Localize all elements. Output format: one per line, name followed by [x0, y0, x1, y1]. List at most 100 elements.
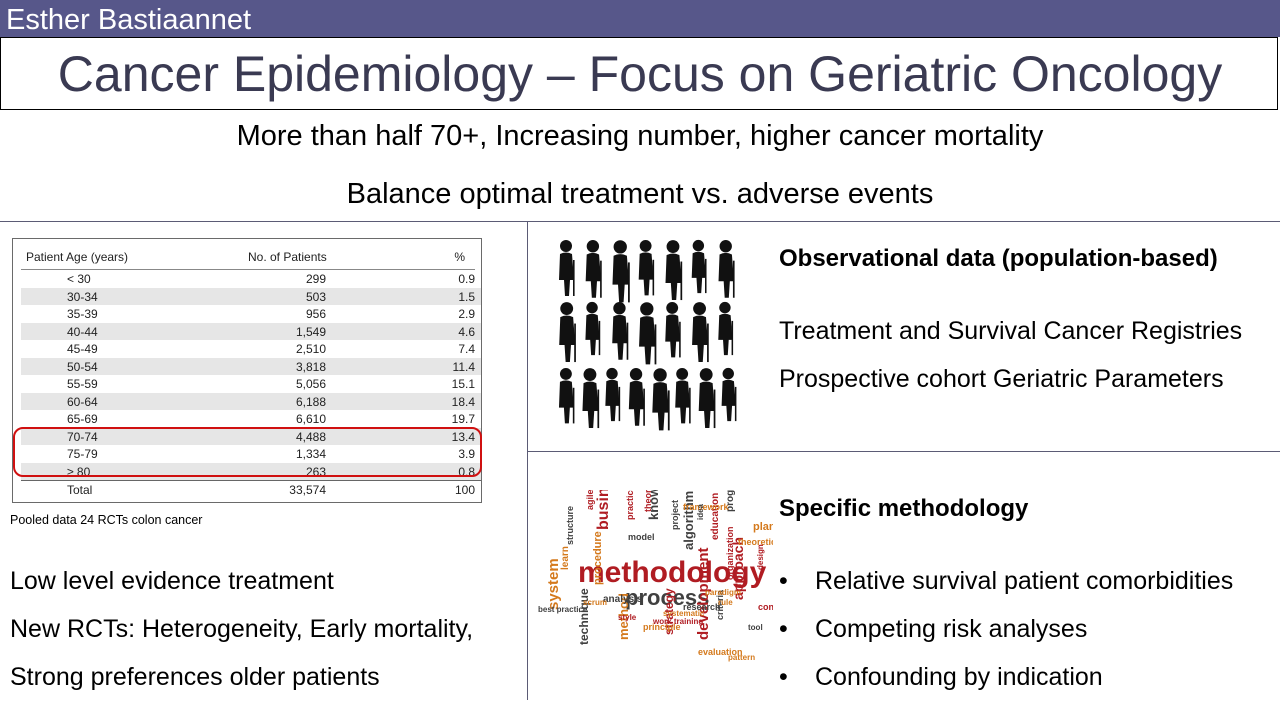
cloud-word: scrum — [583, 598, 607, 607]
author-name: Esther Bastiaannet — [6, 4, 252, 36]
left-text-2: New RCTs: Heterogeneity, Early mortality… — [10, 615, 474, 643]
silhouette-figure — [698, 368, 716, 429]
age-table: Patient Age (years) No. of Patients % < … — [12, 238, 482, 503]
table-cell-age: Total — [67, 483, 93, 497]
silhouette-figure — [559, 302, 576, 363]
bullet-3: Confounding by indication — [815, 663, 1103, 691]
table-cell-percent: 1.5 — [458, 289, 475, 304]
cloud-word: knowledge — [646, 490, 661, 520]
bullet-3-glyph: • — [779, 663, 788, 691]
silhouette-figure — [585, 301, 601, 356]
cloud-word: best practice — [538, 605, 588, 614]
table-row: 30-34 503 1.5 — [21, 287, 481, 305]
table-cell-patients: 3,818 — [295, 359, 326, 374]
subtitle-2: Balance optimal treatment vs. adverse ev… — [346, 178, 934, 210]
cloud-word: project — [670, 500, 680, 530]
table-cell-patients: 5,056 — [295, 377, 326, 391]
left-text-3: Strong preferences older patients — [10, 663, 380, 691]
silhouette-figure — [692, 302, 709, 363]
cloud-word: model — [628, 532, 655, 542]
silhouette-figure — [559, 240, 575, 296]
silhouette-figure — [605, 367, 621, 422]
silhouette-figure — [639, 302, 657, 365]
table-row: 70-74 4,488 13.4 — [21, 427, 481, 445]
table-caption: Pooled data 24 RCTs colon cancer — [10, 513, 203, 527]
table-cell-age: 35-39 — [67, 307, 98, 321]
cloud-word: system — [545, 558, 562, 610]
table-cell-percent: 19.7 — [451, 412, 475, 426]
silhouette-figure — [612, 240, 630, 303]
table-cell-patients: 503 — [305, 289, 326, 304]
table-cell-age: 55-59 — [67, 377, 98, 391]
silhouette-figure — [718, 301, 734, 356]
cloud-word: concept — [758, 602, 773, 612]
cloud-word: style — [618, 613, 637, 622]
table-cell-patients: 956 — [305, 307, 326, 321]
table-total-row: Total 33,574 100 — [21, 480, 481, 499]
right-divider — [528, 451, 1280, 452]
cloud-word: technique — [577, 588, 591, 645]
silhouette-figure — [612, 302, 629, 360]
cloud-word: education — [710, 493, 721, 540]
cloud-word: systematic — [663, 609, 705, 618]
cloud-word: business — [595, 490, 612, 530]
table-row: 65-69 6,610 19.7 — [21, 410, 481, 428]
table-cell-age: 60-64 — [67, 394, 98, 409]
cloud-word: development — [695, 547, 712, 640]
silhouette-figure — [665, 240, 683, 301]
silhouette-figure — [675, 367, 691, 424]
table-row: 35-39 956 2.9 — [21, 305, 481, 323]
silhouette-figure — [558, 367, 575, 424]
table-cell-age: 30-34 — [67, 289, 98, 304]
cloud-word: method — [616, 593, 631, 640]
table-row: < 30 299 0.9 — [21, 270, 481, 288]
cloud-word: structure — [565, 506, 575, 545]
table-row: 60-64 6,188 18.4 — [21, 392, 481, 410]
table-cell-age: 70-74 — [67, 429, 98, 444]
cloud-word: framework — [683, 502, 730, 512]
table-row: 40-44 1,549 4.6 — [21, 322, 481, 340]
table-cell-patients: 1,549 — [295, 324, 326, 339]
cloud-word: plan — [753, 521, 773, 533]
silhouette-figure — [718, 240, 735, 298]
table-cell-percent: 11.4 — [452, 359, 475, 374]
cloud-word: agile — [585, 490, 595, 510]
subtitle-1: More than half 70+, Increasing number, h… — [236, 120, 1044, 152]
cloud-word: theoretical — [738, 537, 773, 547]
table-row: 45-49 2,510 7.4 — [21, 340, 481, 358]
slide-title: Cancer Epidemiology – Focus on Geriatric… — [57, 46, 1223, 102]
silhouette-figure — [652, 368, 670, 431]
table-cell-percent: 3.9 — [458, 447, 475, 461]
methodology-heading: Specific methodology — [779, 495, 1029, 522]
section-divider — [0, 221, 1280, 222]
cloud-word: strategy — [662, 588, 676, 635]
cloud-word: practice — [625, 490, 635, 520]
cloud-word: work training — [652, 617, 703, 626]
cloud-word: design — [756, 544, 765, 570]
header-rule — [21, 269, 475, 270]
cloud-word: learn — [560, 546, 571, 570]
table-cell-percent: 100 — [454, 483, 475, 497]
observational-line-1: Treatment and Survival Cancer Registries — [779, 317, 1243, 345]
bullet-2-glyph: • — [779, 615, 788, 643]
cloud-word: analysis — [603, 594, 643, 605]
silhouette-figure — [638, 239, 655, 296]
table-cell-age: 40-44 — [67, 324, 98, 339]
table-cell-age: < 30 — [67, 272, 91, 286]
table-row: 55-59 5,056 15.1 — [21, 375, 481, 393]
cloud-word: methodology — [578, 556, 767, 589]
header-percent: % — [454, 250, 465, 264]
cloud-word: paradigm — [705, 588, 741, 597]
cloud-word: evaluation — [698, 647, 743, 657]
table-row: 75-79 1,334 3.9 — [21, 445, 481, 463]
table-cell-patients: 6,188 — [295, 394, 326, 409]
table-cell-percent: 18.4 — [451, 394, 475, 409]
silhouette-figure — [585, 240, 602, 298]
table-header: Patient Age (years) No. of Patients % — [13, 239, 481, 275]
table-cell-percent: 13.4 — [451, 429, 475, 444]
table-cell-percent: 2.9 — [458, 307, 475, 321]
silhouette-figure — [665, 301, 681, 358]
silhouette-figure — [582, 368, 600, 429]
table-cell-patients: 33,574 — [289, 483, 326, 497]
